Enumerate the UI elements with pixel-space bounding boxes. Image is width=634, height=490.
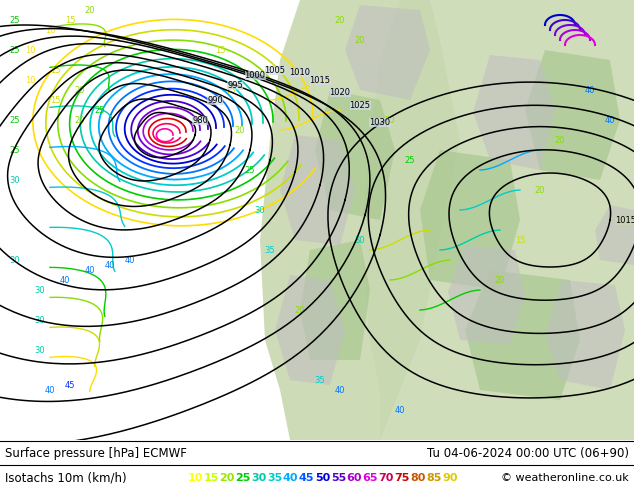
Text: 30: 30 (10, 175, 20, 185)
Text: 35: 35 (264, 245, 275, 254)
Text: 20: 20 (555, 136, 566, 145)
Text: 25: 25 (10, 46, 20, 54)
Text: 15: 15 (224, 85, 235, 95)
Text: 15: 15 (515, 236, 525, 245)
Text: 15: 15 (65, 16, 75, 24)
Polygon shape (465, 270, 580, 400)
Text: 20: 20 (235, 125, 245, 135)
Text: Surface pressure [hPa] ECMWF: Surface pressure [hPa] ECMWF (5, 446, 187, 460)
Text: 1015: 1015 (309, 75, 330, 84)
Text: 30: 30 (10, 255, 20, 265)
Text: 10: 10 (25, 75, 36, 84)
Text: 20: 20 (385, 116, 395, 124)
Text: 20: 20 (75, 85, 85, 95)
Text: 40: 40 (45, 386, 55, 394)
Text: 10: 10 (25, 46, 36, 54)
Text: 40: 40 (395, 406, 405, 415)
Text: 40: 40 (125, 255, 135, 265)
Text: 40: 40 (335, 386, 346, 394)
Polygon shape (345, 5, 430, 100)
Text: 15: 15 (204, 473, 219, 483)
Text: 980: 980 (192, 116, 208, 124)
Polygon shape (280, 135, 355, 245)
Polygon shape (420, 150, 520, 290)
Text: 10: 10 (45, 25, 55, 34)
Text: 60: 60 (347, 473, 362, 483)
Polygon shape (275, 275, 345, 385)
Text: 55: 55 (331, 473, 346, 483)
Text: 15: 15 (215, 46, 225, 54)
Polygon shape (448, 245, 525, 345)
Text: 45: 45 (299, 473, 314, 483)
Text: 20: 20 (335, 16, 346, 24)
Text: 70: 70 (378, 473, 394, 483)
Text: 25: 25 (245, 166, 256, 174)
Polygon shape (525, 50, 620, 180)
Text: 20: 20 (355, 35, 365, 45)
Polygon shape (315, 90, 395, 220)
Text: 75: 75 (394, 473, 410, 483)
Text: 20: 20 (295, 305, 305, 315)
Polygon shape (360, 0, 634, 440)
Text: Isotachs 10m (km/h): Isotachs 10m (km/h) (5, 471, 127, 485)
Text: 15: 15 (49, 96, 60, 104)
Text: 30: 30 (354, 236, 365, 245)
Text: 20: 20 (495, 275, 505, 285)
Text: 15: 15 (49, 66, 60, 74)
Polygon shape (595, 205, 634, 265)
Text: 40: 40 (585, 85, 595, 95)
Text: 1030: 1030 (370, 118, 391, 126)
Text: 1025: 1025 (349, 100, 370, 109)
Text: 90: 90 (443, 473, 458, 483)
Text: 25: 25 (235, 473, 250, 483)
Text: © weatheronline.co.uk: © weatheronline.co.uk (501, 473, 629, 483)
Text: 65: 65 (363, 473, 378, 483)
Text: 30: 30 (251, 473, 266, 483)
Text: 25: 25 (94, 105, 105, 115)
Text: 1005: 1005 (264, 66, 285, 74)
Text: 25: 25 (10, 116, 20, 124)
Polygon shape (260, 0, 460, 440)
Text: 50: 50 (315, 473, 330, 483)
Text: 20: 20 (534, 186, 545, 195)
Text: 40: 40 (105, 261, 115, 270)
Text: 25: 25 (10, 16, 20, 24)
Text: 1010: 1010 (290, 68, 311, 76)
Text: 30: 30 (35, 286, 45, 294)
Text: 40: 40 (605, 116, 615, 124)
Text: 30: 30 (255, 205, 265, 215)
Polygon shape (545, 280, 625, 390)
Text: 25: 25 (404, 155, 415, 165)
Text: 1000: 1000 (245, 71, 266, 79)
Polygon shape (473, 55, 555, 170)
Text: 30: 30 (35, 345, 45, 355)
Text: 35: 35 (314, 375, 325, 385)
Text: 990: 990 (207, 96, 223, 104)
Text: 35: 35 (267, 473, 282, 483)
Text: 20: 20 (85, 5, 95, 15)
Text: 10: 10 (187, 473, 203, 483)
Text: 995: 995 (227, 80, 243, 90)
Text: 20: 20 (219, 473, 235, 483)
Text: 85: 85 (427, 473, 442, 483)
Text: 40: 40 (85, 266, 95, 274)
Polygon shape (300, 240, 370, 360)
Text: 30: 30 (35, 316, 45, 324)
Text: 25: 25 (10, 146, 20, 154)
Text: 45: 45 (65, 381, 75, 390)
Text: 20: 20 (75, 116, 85, 124)
Text: Tu 04-06-2024 00:00 UTC (06+90): Tu 04-06-2024 00:00 UTC (06+90) (427, 446, 629, 460)
Text: 40: 40 (283, 473, 299, 483)
Text: 1020: 1020 (330, 88, 351, 97)
Text: 80: 80 (410, 473, 426, 483)
Text: 1015: 1015 (615, 216, 634, 224)
Text: 40: 40 (60, 275, 70, 285)
